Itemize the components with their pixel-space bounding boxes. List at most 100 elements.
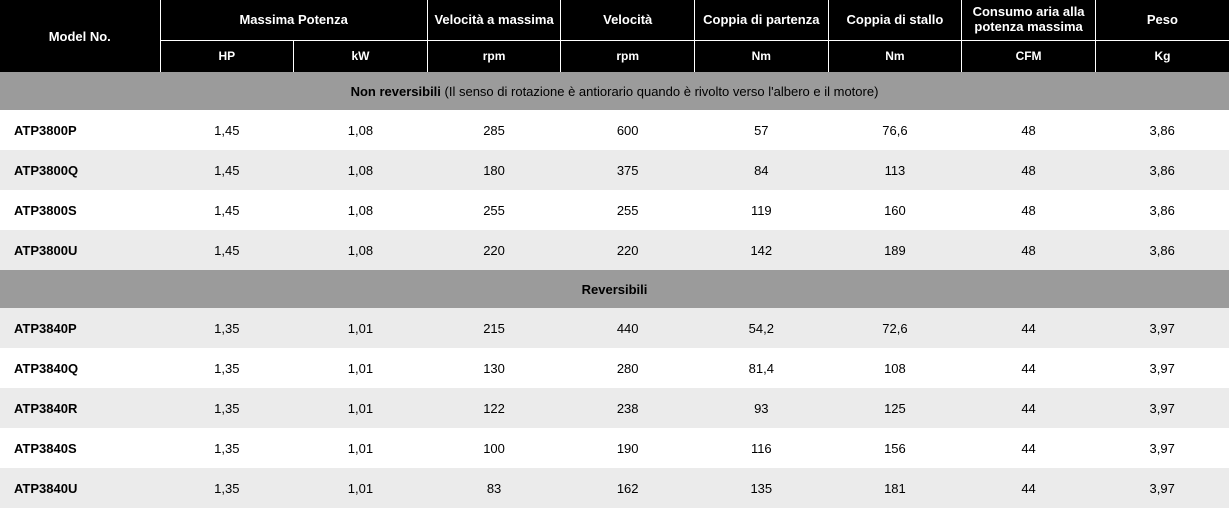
cell-rpm-max: 130 [427,348,561,388]
cell-kg: 3,97 [1095,468,1229,508]
cell-hp: 1,45 [160,230,294,270]
section-title: Non reversibili [351,84,441,99]
spec-table: Model No. Massima Potenza Velocità a mas… [0,0,1229,508]
section-note: (Il senso di rotazione è antiorario quan… [445,84,879,99]
cell-kg: 3,86 [1095,230,1229,270]
col-speed-max-unit: rpm [427,40,561,72]
cell-start-nm: 54,2 [695,308,829,348]
section-rows: ATP3800P 1,45 1,08 285 600 57 76,6 48 3,… [0,110,1229,270]
col-start-torque-unit: Nm [695,40,829,72]
table-row: ATP3840R 1,35 1,01 122 238 93 125 44 3,9… [0,388,1229,428]
cell-rpm: 162 [561,468,695,508]
table-row: ATP3800P 1,45 1,08 285 600 57 76,6 48 3,… [0,110,1229,150]
cell-rpm-max: 83 [427,468,561,508]
cell-stall-nm: 76,6 [828,110,962,150]
col-air-title: Consumo aria alla potenza massima [962,0,1096,40]
cell-model: ATP3840U [0,468,160,508]
col-power-unit-kw: kW [294,40,428,72]
table-row: ATP3840S 1,35 1,01 100 190 116 156 44 3,… [0,428,1229,468]
col-model-title: Model No. [0,0,160,72]
cell-model: ATP3840Q [0,348,160,388]
table-row: ATP3840U 1,35 1,01 83 162 135 181 44 3,9… [0,468,1229,508]
cell-hp: 1,45 [160,150,294,190]
col-air-unit: CFM [962,40,1096,72]
cell-kg: 3,97 [1095,308,1229,348]
cell-kw: 1,01 [294,308,428,348]
cell-rpm-max: 215 [427,308,561,348]
cell-stall-nm: 125 [828,388,962,428]
cell-cfm: 44 [962,308,1096,348]
cell-hp: 1,35 [160,428,294,468]
table-row: ATP3840Q 1,35 1,01 130 280 81,4 108 44 3… [0,348,1229,388]
col-power-unit-hp: HP [160,40,294,72]
section-title: Reversibili [582,282,648,297]
col-stall-torque-title: Coppia di stallo [828,0,962,40]
cell-stall-nm: 160 [828,190,962,230]
cell-hp: 1,45 [160,110,294,150]
col-speed-max-title: Velocità a massima [427,0,561,40]
cell-cfm: 44 [962,348,1096,388]
cell-stall-nm: 181 [828,468,962,508]
table-row: ATP3840P 1,35 1,01 215 440 54,2 72,6 44 … [0,308,1229,348]
cell-rpm-max: 180 [427,150,561,190]
cell-rpm: 220 [561,230,695,270]
cell-start-nm: 142 [695,230,829,270]
cell-cfm: 44 [962,468,1096,508]
cell-hp: 1,35 [160,468,294,508]
cell-rpm-max: 255 [427,190,561,230]
cell-model: ATP3800S [0,190,160,230]
cell-kw: 1,08 [294,110,428,150]
section-header: Reversibili [0,270,1229,308]
cell-start-nm: 84 [695,150,829,190]
cell-stall-nm: 156 [828,428,962,468]
cell-rpm-max: 285 [427,110,561,150]
table-row: ATP3800U 1,45 1,08 220 220 142 189 48 3,… [0,230,1229,270]
cell-kg: 3,97 [1095,428,1229,468]
cell-cfm: 48 [962,150,1096,190]
table-row: ATP3800Q 1,45 1,08 180 375 84 113 48 3,8… [0,150,1229,190]
section-header: Non reversibili (Il senso di rotazione è… [0,72,1229,110]
cell-cfm: 48 [962,110,1096,150]
cell-start-nm: 116 [695,428,829,468]
cell-rpm-max: 100 [427,428,561,468]
cell-kg: 3,97 [1095,388,1229,428]
table-header: Model No. Massima Potenza Velocità a mas… [0,0,1229,72]
cell-model: ATP3840P [0,308,160,348]
cell-start-nm: 135 [695,468,829,508]
cell-model: ATP3800Q [0,150,160,190]
cell-kg: 3,86 [1095,110,1229,150]
cell-hp: 1,35 [160,348,294,388]
cell-cfm: 44 [962,388,1096,428]
cell-kg: 3,86 [1095,190,1229,230]
cell-hp: 1,35 [160,388,294,428]
cell-hp: 1,35 [160,308,294,348]
cell-cfm: 44 [962,428,1096,468]
cell-start-nm: 93 [695,388,829,428]
col-weight-title: Peso [1095,0,1229,40]
col-speed-title: Velocità [561,0,695,40]
cell-start-nm: 57 [695,110,829,150]
cell-kw: 1,01 [294,428,428,468]
cell-rpm: 280 [561,348,695,388]
table-row: ATP3800S 1,45 1,08 255 255 119 160 48 3,… [0,190,1229,230]
section-rows: ATP3840P 1,35 1,01 215 440 54,2 72,6 44 … [0,308,1229,508]
cell-rpm: 238 [561,388,695,428]
cell-rpm: 600 [561,110,695,150]
cell-stall-nm: 113 [828,150,962,190]
col-speed-unit: rpm [561,40,695,72]
cell-rpm: 255 [561,190,695,230]
cell-model: ATP3800U [0,230,160,270]
cell-cfm: 48 [962,230,1096,270]
cell-rpm-max: 122 [427,388,561,428]
col-power-title: Massima Potenza [160,0,427,40]
cell-stall-nm: 72,6 [828,308,962,348]
cell-kg: 3,97 [1095,348,1229,388]
cell-model: ATP3800P [0,110,160,150]
cell-rpm: 440 [561,308,695,348]
cell-rpm: 190 [561,428,695,468]
cell-kw: 1,01 [294,348,428,388]
cell-kw: 1,01 [294,468,428,508]
cell-rpm: 375 [561,150,695,190]
cell-kw: 1,08 [294,150,428,190]
cell-stall-nm: 189 [828,230,962,270]
